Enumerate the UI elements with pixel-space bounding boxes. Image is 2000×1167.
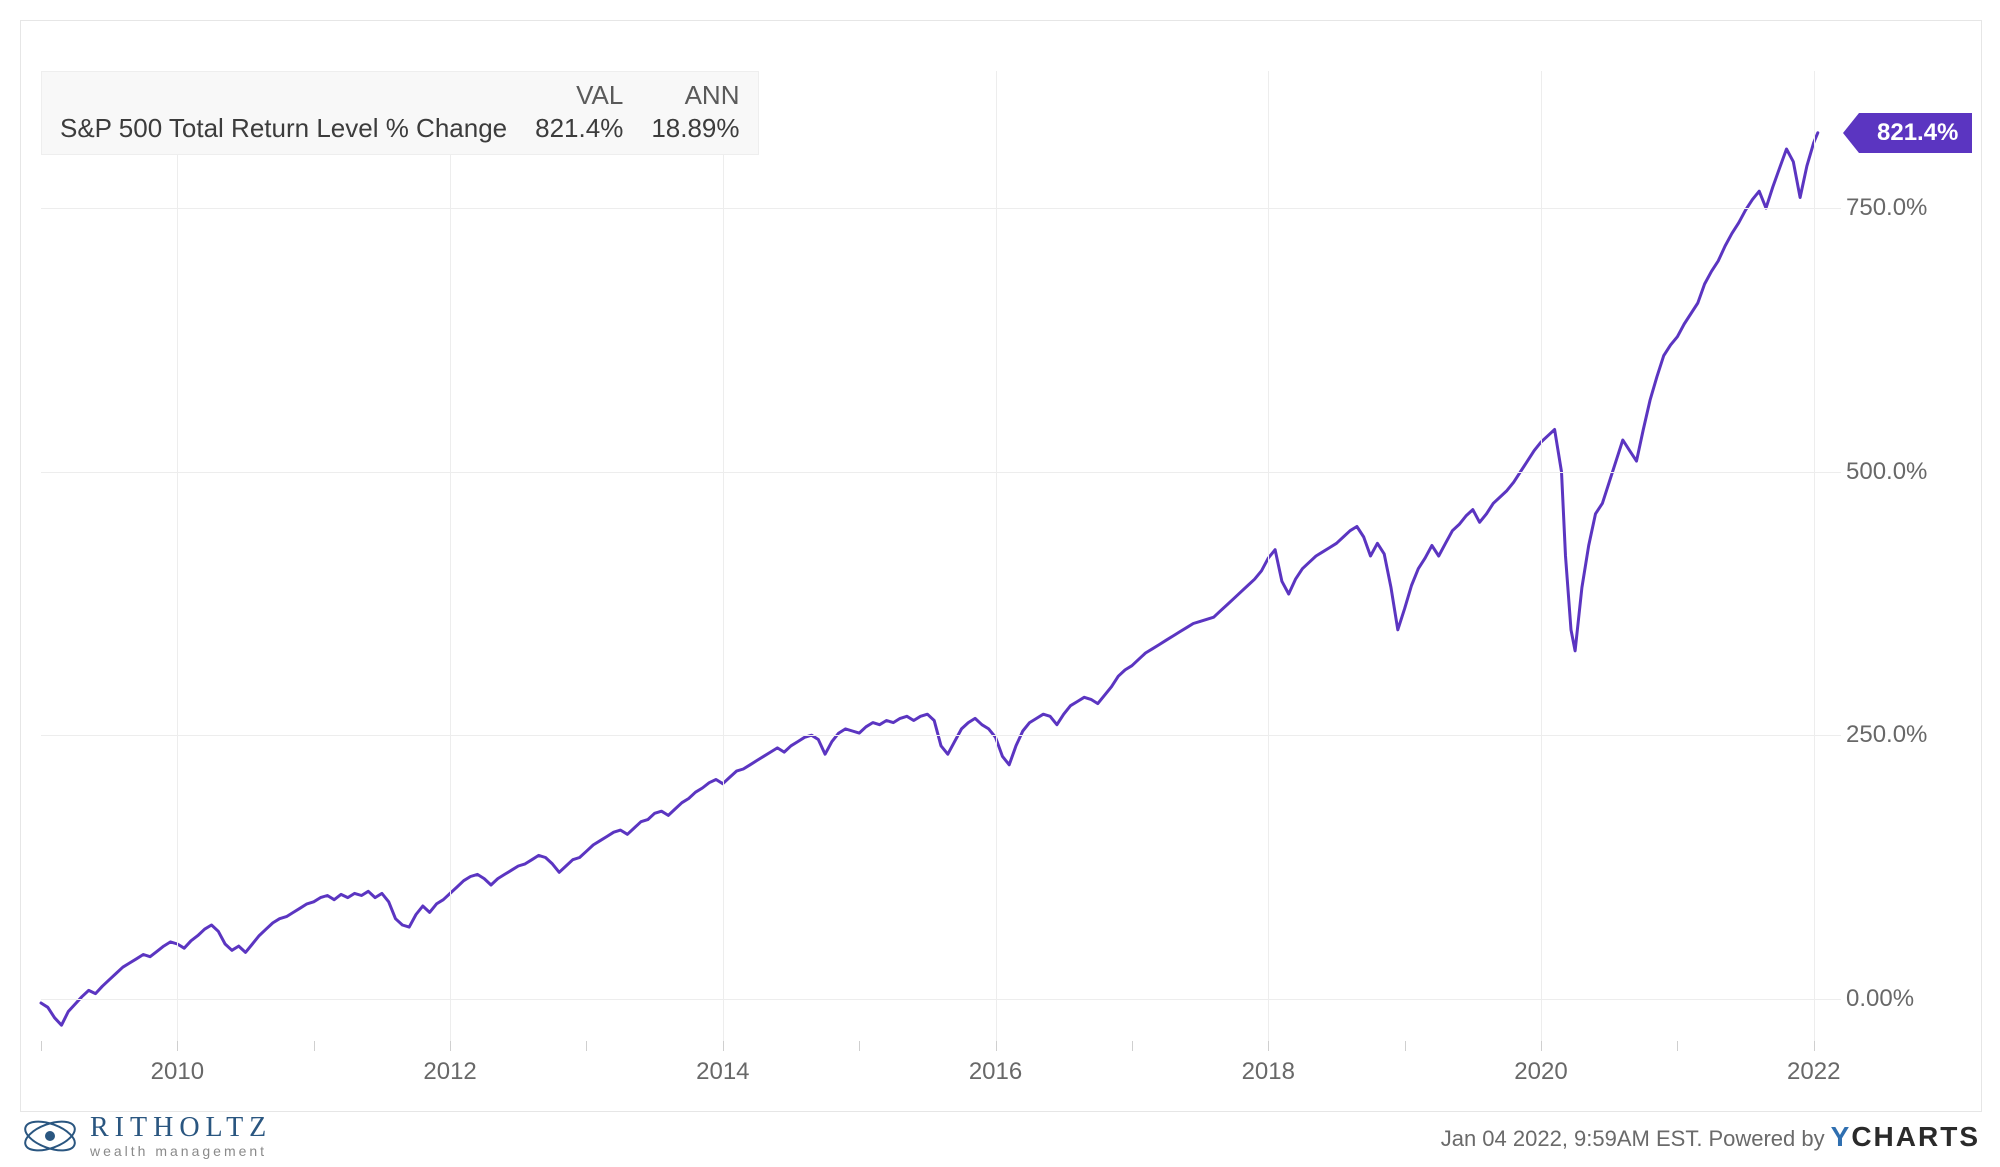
gridline-v xyxy=(450,71,451,1041)
x-tick xyxy=(1677,1041,1678,1051)
x-tick xyxy=(1814,1041,1815,1051)
ycharts-y: Y xyxy=(1831,1121,1852,1152)
plot-area: 0.00%250.0%500.0%750.0%20102012201420162… xyxy=(41,71,1841,1041)
legend-header-ann: ANN xyxy=(651,80,739,111)
y-axis-label: 250.0% xyxy=(1846,721,1956,749)
x-tick xyxy=(996,1041,997,1051)
brand-logo: RITHOLTZ wealth management xyxy=(20,1113,272,1159)
y-axis-label: 750.0% xyxy=(1846,194,1956,222)
brand-subtitle: wealth management xyxy=(90,1144,272,1158)
x-tick xyxy=(314,1041,315,1051)
x-tick xyxy=(1405,1041,1406,1051)
timestamp-text: Jan 04 2022, 9:59AM EST. xyxy=(1441,1126,1703,1152)
credit-line: Jan 04 2022, 9:59AM EST. Powered by YCHA… xyxy=(1441,1121,1980,1153)
gridline-v xyxy=(723,71,724,1041)
y-axis-label: 500.0% xyxy=(1846,458,1956,486)
gridline-v xyxy=(1814,71,1815,1041)
y-axis-label: 0.00% xyxy=(1846,985,1956,1013)
x-axis-label: 2020 xyxy=(1514,1058,1567,1086)
legend-header-val: VAL xyxy=(535,80,623,111)
x-axis-label: 2022 xyxy=(1787,1058,1840,1086)
value-badge: 821.4% xyxy=(1859,113,1972,153)
legend-box: VAL ANN S&P 500 Total Return Level % Cha… xyxy=(41,71,759,155)
gridline-h xyxy=(41,472,1841,473)
legend-blank xyxy=(60,80,507,111)
legend-series-name: S&P 500 Total Return Level % Change xyxy=(60,113,507,144)
x-tick xyxy=(859,1041,860,1051)
gridline-v xyxy=(1268,71,1269,1041)
x-tick xyxy=(723,1041,724,1051)
gridline-h xyxy=(41,208,1841,209)
x-axis-label: 2012 xyxy=(423,1058,476,1086)
chart-frame: 0.00% 250.0% 500.0% 750.0% 2010 2012 2014 2016 2… xyxy=(20,20,1982,1112)
x-tick xyxy=(177,1041,178,1051)
gridline-h xyxy=(41,735,1841,736)
x-tick xyxy=(586,1041,587,1051)
x-tick xyxy=(1268,1041,1269,1051)
gridline-h xyxy=(41,999,1841,1000)
legend-value-ann: 18.89% xyxy=(651,113,739,144)
legend-value-val: 821.4% xyxy=(535,113,623,144)
gridline-v xyxy=(1541,71,1542,1041)
ritholtz-icon xyxy=(20,1113,80,1159)
x-tick xyxy=(1132,1041,1133,1051)
x-axis-label: 2018 xyxy=(1242,1058,1295,1086)
gridline-v xyxy=(996,71,997,1041)
footer: RITHOLTZ wealth management Jan 04 2022, … xyxy=(20,1109,1980,1159)
x-axis-label: 2010 xyxy=(151,1058,204,1086)
x-tick xyxy=(1541,1041,1542,1051)
ycharts-logo: YCHARTS xyxy=(1831,1121,1980,1153)
line-series xyxy=(41,71,1841,1041)
x-axis-label: 2016 xyxy=(969,1058,1022,1086)
x-axis-label: 2014 xyxy=(696,1058,749,1086)
brand-name: RITHOLTZ xyxy=(90,1114,272,1142)
ycharts-rest: CHARTS xyxy=(1851,1121,1980,1152)
x-tick xyxy=(450,1041,451,1051)
x-tick xyxy=(41,1041,42,1051)
gridline-v xyxy=(177,71,178,1041)
powered-by-text: Powered by xyxy=(1708,1126,1824,1152)
